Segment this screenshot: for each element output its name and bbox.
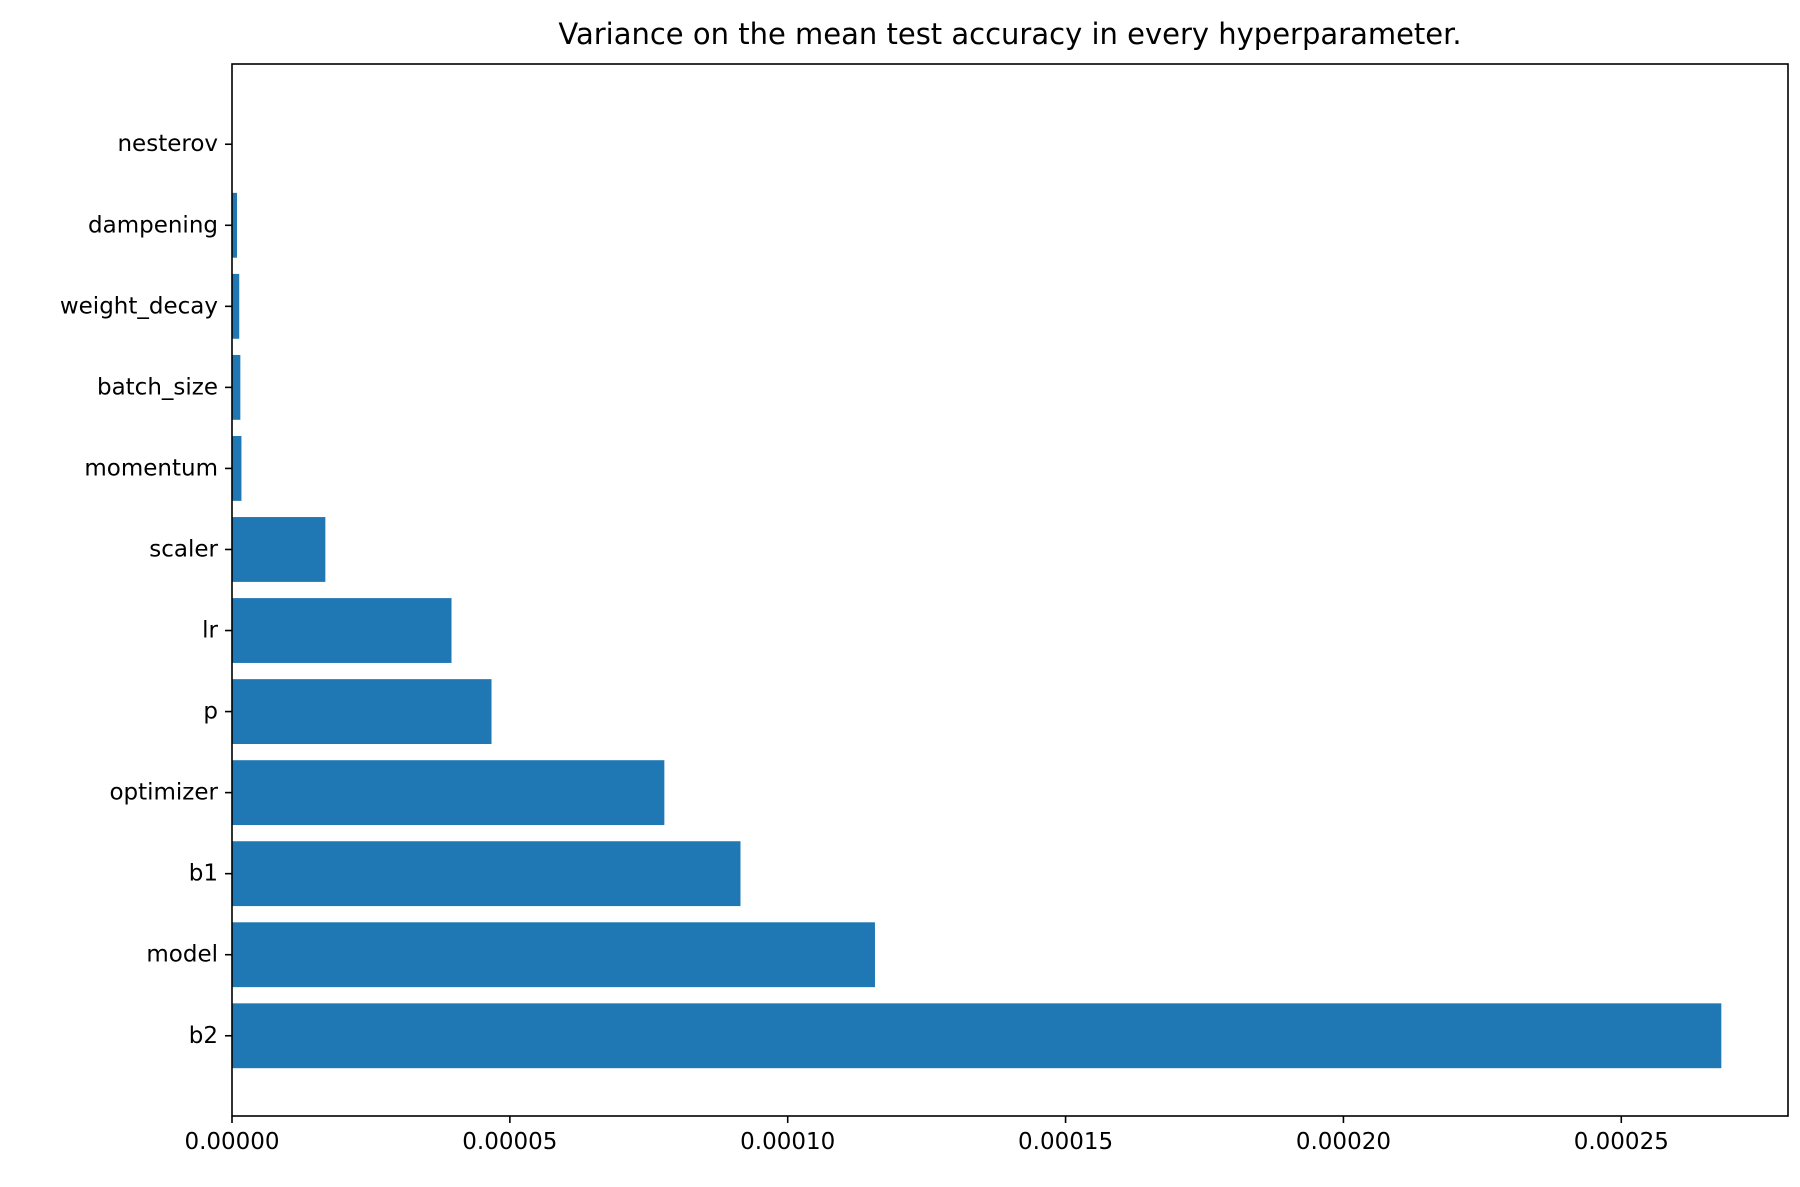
bar-batch-size (232, 354, 241, 420)
y-tick-label-p: p (203, 699, 218, 725)
x-tick-label: 0.00025 (1574, 1129, 1669, 1155)
x-tick-label: 0.00020 (1296, 1129, 1391, 1155)
y-tick-label-b1: b1 (189, 861, 218, 887)
x-tick-label: 0.00010 (740, 1129, 835, 1155)
plot-frame (231, 63, 1789, 1117)
bar-p (232, 679, 492, 744)
y-tick-label-model: model (146, 942, 218, 968)
y-axis-ticks: b2 model b1 optimizer p lr scaler momentum batch… (60, 131, 232, 1049)
y-tick-label-momentum: momentum (84, 455, 218, 481)
y-tick-label-dampening: dampening (88, 212, 218, 238)
bar-scaler (232, 517, 326, 582)
y-tick-label-batch-size: batch_size (97, 374, 218, 400)
bar-b2 (232, 1003, 1722, 1069)
x-tick-label: 0.00015 (1018, 1129, 1113, 1155)
chart-title: Variance on the mean test accuracy in ev… (558, 17, 1461, 51)
bar-dampening (232, 192, 238, 258)
x-tick-label: 0.00005 (462, 1129, 557, 1155)
bar-weight-decay (232, 273, 240, 339)
y-tick-label-nesterov: nesterov (117, 131, 218, 157)
bar-momentum (232, 436, 242, 501)
y-tick-label-optimizer: optimizer (109, 780, 218, 806)
bar-optimizer (232, 760, 665, 826)
y-tick-label-weight-decay: weight_decay (60, 293, 218, 319)
x-axis-ticks: 0.00000 0.00005 0.00010 0.00015 0.00020 0.000… (184, 1116, 1669, 1155)
y-tick-label-lr: lr (202, 618, 218, 644)
bar-model (232, 922, 875, 988)
bars-layer (232, 192, 1722, 1069)
y-tick-label-scaler: scaler (149, 536, 218, 562)
x-tick-label: 0.00000 (184, 1129, 279, 1155)
y-tick-label-b2: b2 (189, 1023, 218, 1049)
bar-lr (232, 598, 452, 663)
bar-b1 (232, 841, 741, 907)
